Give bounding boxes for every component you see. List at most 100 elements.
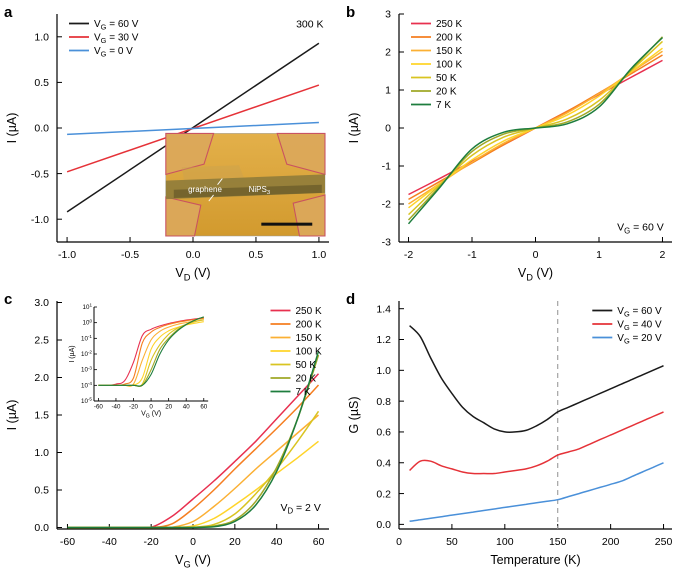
legend-label: 200 K	[296, 320, 322, 331]
y-tick-label: 3	[385, 9, 391, 21]
y-tick-label: 1.5	[34, 410, 49, 422]
legend-label: 250 K	[436, 19, 462, 30]
inset-series-line-7-K	[98, 316, 204, 387]
y-tick-label: 1.0	[376, 365, 391, 377]
legend-label: 20 K	[436, 87, 457, 98]
x-axis-label: VD (V)	[175, 266, 210, 282]
y-tick-label: 2.0	[34, 372, 49, 384]
y-tick-label: 0.0	[34, 522, 49, 534]
panel-a: -1.0 -0.5 0.0 0.5 1.0 -1.0 -0.5 0.0 0.5 1.0 VD (V)…	[0, 0, 342, 287]
legend-label: 150 K	[436, 46, 462, 57]
y-tick-label: 0.0	[376, 519, 391, 531]
y-tick-label: -0.5	[31, 168, 49, 180]
legend-label: 250 K	[296, 306, 322, 317]
series-line-100-K	[67, 440, 319, 529]
y-tick-label: 0	[385, 123, 391, 135]
annotation: VG = 60 V	[617, 222, 664, 236]
panel-b: -2 -1 0 1 2 -3 -2 -1 0 1 2 3 VD (V) I (µA) 250 K 200 K 1…	[342, 0, 685, 287]
y-tick-label: 1	[385, 85, 391, 97]
series-line-VG-=-60-V	[409, 325, 664, 433]
x-axis-label: Temperature (K)	[490, 553, 580, 567]
graphene-label: graphene	[188, 185, 222, 194]
electrode-top-left	[165, 132, 215, 176]
inset-y-tick-label: 10-4	[81, 381, 92, 389]
graphene-arrow-2	[208, 194, 214, 202]
legend-label: 7 K	[296, 387, 311, 398]
panel-letter: b	[346, 4, 355, 21]
x-tick-label: -60	[60, 536, 75, 548]
nips3-label: NiPS3	[249, 185, 271, 196]
y-axis-label: G (µS)	[347, 396, 361, 433]
x-tick-label: 40	[271, 536, 283, 548]
legend-label: VG = 60 V	[617, 306, 662, 319]
y-tick-label: 2	[385, 47, 391, 59]
x-tick-label: 0	[396, 536, 402, 548]
chart-panel-c: -60 -40 -20 0 20 40 60 0.0 0.5 1.0 1.5 2.0 2.5 3.0 VG …	[4, 291, 329, 569]
x-tick-label: 20	[229, 536, 241, 548]
x-tick-label: -1	[467, 249, 476, 261]
scale-bar	[261, 222, 313, 226]
chart-panel-a: -1.0 -0.5 0.0 0.5 1.0 -1.0 -0.5 0.0 0.5 1.0 VD (V)…	[4, 4, 329, 282]
legend-label: 7 K	[436, 100, 451, 111]
panel-letter: d	[346, 291, 355, 308]
x-tick-label: 250	[655, 536, 673, 548]
x-tick-label: 50	[446, 536, 458, 548]
inset-y-tick-label: 10-1	[81, 334, 92, 342]
inset-x-tick-label: 20	[165, 404, 172, 411]
inset-x-tick-label: 60	[200, 404, 207, 411]
x-tick-label: -2	[404, 249, 413, 261]
chart-panel-d: 0 50 100 150 200 250 0.0 0.2 0.4 0.6 0.8 1.0 1.2 1.4 T…	[346, 291, 673, 567]
x-tick-label: 0	[533, 249, 539, 261]
legend-label: VG = 40 V	[617, 320, 662, 333]
legend-label: VG = 20 V	[617, 333, 662, 346]
nips3-flake-dark	[173, 184, 322, 198]
y-tick-label: -1	[382, 161, 391, 173]
x-tick-label: 0.0	[186, 249, 201, 261]
y-tick-label: 0.2	[376, 488, 391, 500]
inset-y-tick-label: 10-3	[81, 365, 92, 373]
legend-label: 100 K	[296, 347, 322, 358]
y-tick-label: 0.0	[34, 123, 49, 135]
x-tick-label: -40	[102, 536, 117, 548]
y-axis-label: I (µA)	[347, 113, 361, 144]
y-tick-label: -2	[382, 199, 391, 211]
series-line-VG-=-40-V	[409, 411, 664, 475]
x-tick-label: 0.5	[249, 249, 264, 261]
x-tick-label: 2	[660, 249, 666, 261]
y-tick-label: -1.0	[31, 214, 49, 226]
x-axis-label: VD (V)	[518, 266, 553, 282]
inset-x-tick-label: 0	[149, 404, 153, 411]
y-tick-label: 0.5	[34, 485, 49, 497]
panel-c: -60 -40 -20 0 20 40 60 0.0 0.5 1.0 1.5 2.0 2.5 3.0 VG …	[0, 287, 342, 574]
legend-label: 200 K	[436, 33, 462, 44]
legend-label: 20 K	[296, 374, 317, 385]
legend-label: VG = 60 V	[94, 19, 139, 32]
y-tick-label: 0.5	[34, 77, 49, 89]
chart-panel-b: -2 -1 0 1 2 -3 -2 -1 0 1 2 3 VD (V) I (µA) 250 K 200 K 1…	[346, 4, 672, 282]
y-tick-label: 3.0	[34, 297, 49, 309]
electrode-bottom-left	[165, 196, 202, 237]
series-line-VG-=-20-V	[409, 462, 664, 523]
y-tick-label: 2.5	[34, 335, 49, 347]
panel-d: 0 50 100 150 200 250 0.0 0.2 0.4 0.6 0.8 1.0 1.2 1.4 T…	[342, 287, 685, 574]
x-tick-label: 1	[596, 249, 602, 261]
x-axis-label: VG (V)	[175, 553, 211, 569]
inset-y-tick-label: 10-5	[81, 397, 92, 405]
panel-letter: c	[4, 291, 12, 308]
legend-label: VG = 0 V	[94, 46, 133, 59]
graphene-arrow	[217, 178, 223, 185]
legend-label: 50 K	[436, 73, 457, 84]
x-tick-label: -20	[144, 536, 159, 548]
y-tick-label: 1.0	[34, 447, 49, 459]
y-tick-label: 0.4	[376, 457, 391, 469]
inset-x-tick-label: -20	[129, 404, 139, 411]
inset-y-tick-label: 10-2	[81, 350, 92, 358]
inset-x-tick-label: -60	[94, 404, 104, 411]
series-line-7-K	[407, 37, 664, 225]
annotation: 300 K	[296, 19, 323, 31]
annotation: VD = 2 V	[280, 502, 320, 516]
x-tick-label: 60	[313, 536, 325, 548]
inset-x-axis-label: VG (V)	[141, 411, 161, 420]
x-tick-label: 100	[496, 536, 514, 548]
